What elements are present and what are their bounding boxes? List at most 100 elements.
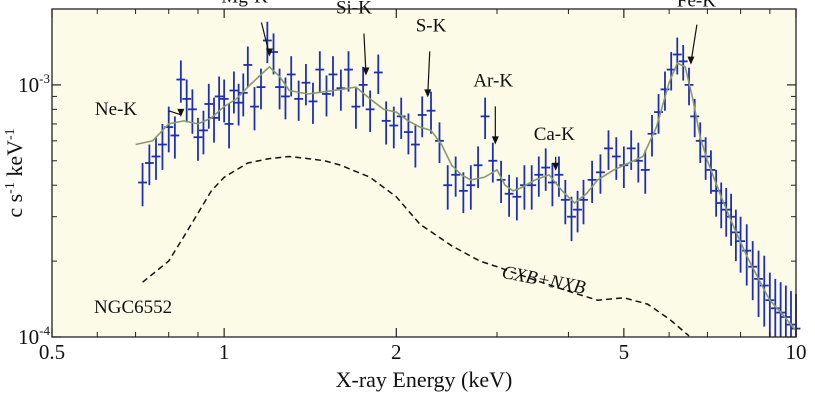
data-point [204, 83, 214, 129]
data-point [229, 71, 239, 114]
model-curve [135, 62, 797, 332]
data-point [138, 162, 147, 207]
annotation-arrow [363, 33, 367, 74]
data-point [573, 190, 583, 233]
data-point [344, 51, 353, 92]
data-point [587, 160, 597, 204]
plot-frame [51, 8, 797, 338]
data-point [358, 66, 368, 107]
data-point [294, 80, 304, 121]
y-axis-title-exp: -1 [3, 182, 18, 194]
y-tick-label: 10-3 [18, 71, 50, 97]
y-tick-label: 10-4 [18, 323, 50, 349]
data-point [308, 82, 318, 124]
data-point [365, 90, 375, 133]
data-point [488, 142, 498, 183]
data-point [695, 122, 705, 163]
data-point [243, 46, 253, 88]
annotation-arrow [168, 110, 182, 116]
data-point [496, 160, 506, 204]
data-point [579, 179, 588, 225]
data-point [224, 103, 234, 149]
data-point [373, 54, 383, 95]
annotation-arrowhead [362, 67, 370, 76]
y-axis-title-exp: -1 [3, 128, 18, 140]
data-point [527, 165, 537, 210]
data-point [426, 91, 436, 134]
data-point [250, 87, 259, 131]
data-point [672, 37, 682, 75]
data-point [214, 76, 224, 121]
annotation-arrow [427, 51, 431, 96]
y-axis-title-part: keV [2, 140, 27, 182]
x-tick-label: 5 [619, 340, 630, 364]
annotation-arrowhead [265, 48, 273, 57]
line-annotation: Mg-K [221, 0, 273, 57]
x-tick-label: 1 [219, 340, 230, 364]
data-point [182, 79, 192, 123]
data-point [480, 97, 490, 140]
annotation-layer: Ne-K Mg-K Si-K S-K Ar-K Ca-K Fe-K [95, 0, 716, 171]
panel-label: NGC6552 [94, 297, 172, 318]
annotation-arrowhead [491, 136, 499, 145]
x-tick-label: 10 [786, 340, 807, 364]
data-point [351, 88, 361, 129]
data-point [512, 177, 522, 221]
line-annotation: Si-K [336, 0, 372, 76]
data-point [504, 174, 514, 217]
data-point [301, 64, 311, 106]
tick-layer: 0.5 1 2 5 10 10-3 10-4 [18, 8, 807, 364]
data-point [567, 196, 576, 242]
data-point [410, 125, 420, 168]
data-point [466, 165, 476, 210]
data-point [193, 117, 203, 161]
data-point [187, 89, 197, 134]
annotation-arrowhead [687, 56, 695, 65]
annotation-label: Ca-K [534, 124, 575, 145]
data-point [381, 101, 391, 145]
data-point [417, 96, 427, 138]
data-point [262, 21, 272, 64]
line-annotation: Ne-K [95, 99, 185, 120]
data-point [234, 83, 244, 126]
annotation-arrowhead [177, 108, 185, 117]
data-point [286, 56, 296, 97]
data-point [541, 148, 551, 191]
data-point [473, 146, 483, 188]
data-point [151, 137, 161, 180]
data-point [328, 56, 338, 97]
series-layer: CXB+NXB [135, 21, 801, 337]
y-axis-title-part: c s [2, 194, 27, 218]
data-point [560, 179, 570, 225]
annotation-arrowhead [552, 162, 560, 171]
x-tick-label: 0.5 [39, 340, 65, 364]
data-point [389, 106, 399, 149]
annotation-label: S-K [416, 15, 447, 36]
line-annotation: Ar-K [473, 70, 513, 145]
line-annotation: Fe-K [677, 0, 716, 65]
plot-background [52, 9, 796, 337]
data-point [626, 130, 636, 170]
data-point [678, 44, 688, 81]
y-axis-title: c s-1 keV-1 [2, 128, 27, 217]
x-axis-title: X-ray Energy (keV) [336, 367, 513, 392]
annotation-label: Ne-K [95, 99, 137, 120]
data-point [596, 154, 605, 194]
data-point [611, 137, 621, 180]
data-point [315, 51, 325, 92]
data-point [451, 156, 461, 197]
data-point [144, 144, 154, 186]
annotation-label: Ar-K [473, 70, 513, 91]
data-point [176, 60, 186, 103]
data-point [604, 130, 613, 170]
annotation-label: Mg-K [221, 0, 268, 7]
data-point [458, 172, 468, 214]
background-curve [142, 155, 690, 337]
annotation-label: Fe-K [677, 0, 716, 12]
data-point [199, 110, 208, 155]
data-point [322, 75, 331, 117]
data-point [534, 156, 544, 197]
data-point [640, 150, 650, 194]
x-tick-label: 2 [391, 340, 402, 364]
